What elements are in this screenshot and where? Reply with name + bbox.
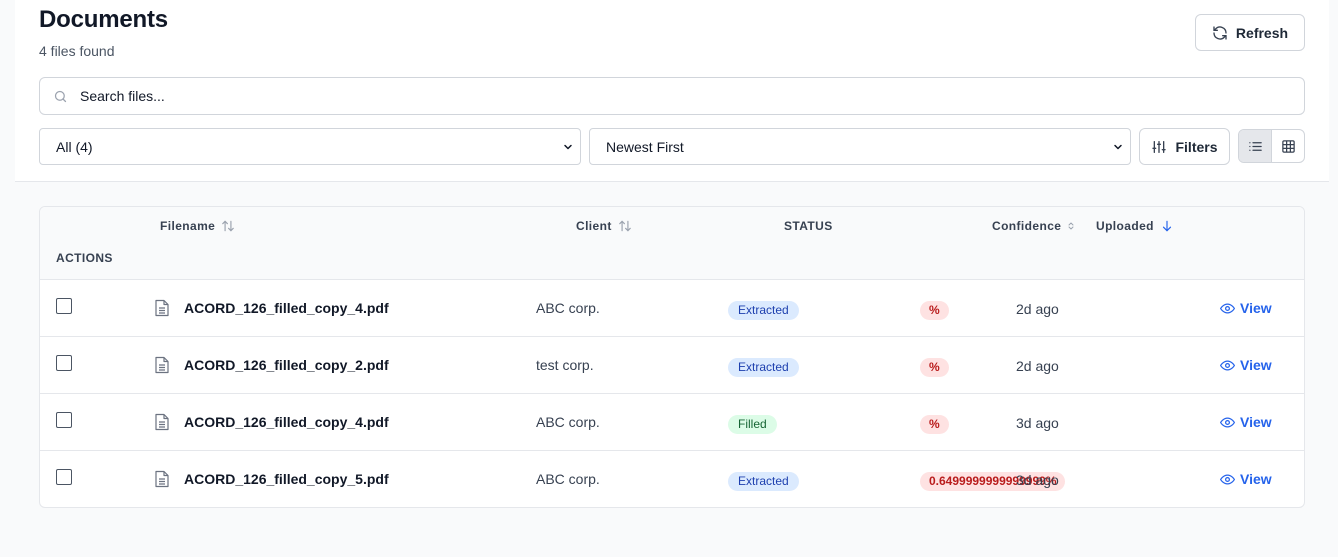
status-badge: Extracted: [728, 301, 799, 320]
column-header-status: STATUS: [784, 219, 833, 233]
refresh-button[interactable]: Refresh: [1195, 14, 1305, 51]
table-row: ACORD_126_filled_copy_2.pdf test corp. E…: [40, 337, 1304, 394]
column-header-client[interactable]: Client: [576, 219, 632, 233]
view-label: View: [1240, 300, 1272, 316]
column-label: Client: [576, 219, 612, 233]
search-bar: [39, 77, 1305, 115]
eye-icon: [1220, 417, 1235, 427]
confidence-badge: %: [920, 301, 949, 320]
view-link[interactable]: View: [1220, 357, 1272, 373]
filters-label: Filters: [1175, 138, 1218, 155]
table-row: ACORD_126_filled_copy_4.pdf ABC corp. Ex…: [40, 280, 1304, 337]
eye-icon: [1220, 303, 1235, 313]
sort-icon: [222, 220, 235, 232]
table-row: ACORD_126_filled_copy_4.pdf ABC corp. Fi…: [40, 394, 1304, 451]
sort-select[interactable]: Newest First: [589, 128, 1131, 165]
file-name[interactable]: ACORD_126_filled_copy_4.pdf: [184, 414, 389, 430]
documents-table: Filename Client STATUS Confidence Upload…: [39, 206, 1305, 508]
page-title: Documents: [39, 6, 168, 33]
search-icon: [54, 90, 67, 103]
column-header-uploaded[interactable]: Uploaded: [1096, 219, 1174, 233]
view-label: View: [1240, 414, 1272, 430]
column-label: Uploaded: [1096, 219, 1154, 233]
grid-icon: [1281, 139, 1295, 153]
view-label: View: [1240, 471, 1272, 487]
status-badge: Extracted: [728, 472, 799, 491]
column-label: Confidence: [992, 219, 1062, 233]
row-checkbox[interactable]: [56, 298, 72, 314]
sliders-icon: [1152, 140, 1167, 153]
column-label: Filename: [160, 219, 216, 233]
list-view-button[interactable]: [1239, 130, 1272, 162]
status-badge: Filled: [728, 415, 777, 434]
filters-button[interactable]: Filters: [1139, 128, 1230, 165]
client-name: ABC corp.: [536, 300, 600, 316]
table-header: Filename Client STATUS Confidence Upload…: [40, 207, 1304, 280]
row-checkbox[interactable]: [56, 412, 72, 428]
refresh-icon: [1213, 25, 1227, 40]
file-count: 4 files found: [39, 43, 115, 59]
file-icon: [155, 299, 169, 317]
sort-descending-icon: [1162, 220, 1171, 232]
column-label: STATUS: [784, 219, 833, 233]
column-header-actions: ACTIONS: [56, 251, 113, 265]
confidence-badge: %: [920, 415, 949, 434]
status-filter-select[interactable]: All (4): [39, 128, 581, 165]
file-icon: [155, 413, 169, 431]
confidence-badge: 0.6499999999999999%: [920, 472, 1066, 491]
file-name[interactable]: ACORD_126_filled_copy_5.pdf: [184, 471, 389, 487]
column-label: ACTIONS: [56, 251, 113, 265]
eye-icon: [1220, 474, 1235, 484]
view-link[interactable]: View: [1220, 414, 1272, 430]
client-name: ABC corp.: [536, 414, 600, 430]
client-name: ABC corp.: [536, 471, 600, 487]
grid-view-button[interactable]: [1272, 130, 1304, 162]
status-filter-value: All (4): [56, 138, 93, 155]
view-label: View: [1240, 357, 1272, 373]
uploaded-time: 3d ago: [1016, 472, 1059, 488]
eye-icon: [1220, 360, 1235, 370]
view-mode-toggle: [1238, 129, 1305, 163]
sort-icon: [1068, 222, 1074, 230]
row-checkbox[interactable]: [56, 469, 72, 485]
chevron-down-icon: [1114, 144, 1122, 150]
table-row: ACORD_126_filled_copy_5.pdf ABC corp. Ex…: [40, 451, 1304, 507]
search-input[interactable]: [40, 78, 1304, 114]
view-link[interactable]: View: [1220, 471, 1272, 487]
list-icon: [1248, 141, 1262, 151]
column-header-confidence[interactable]: Confidence: [992, 219, 1075, 233]
file-name[interactable]: ACORD_126_filled_copy_4.pdf: [184, 300, 389, 316]
sort-icon: [618, 220, 631, 232]
file-name[interactable]: ACORD_126_filled_copy_2.pdf: [184, 357, 389, 373]
confidence-badge: %: [920, 358, 949, 377]
column-header-filename[interactable]: Filename: [160, 219, 235, 233]
chevron-down-icon: [564, 144, 572, 150]
sort-value: Newest First: [606, 138, 684, 155]
uploaded-time: 3d ago: [1016, 415, 1059, 431]
row-checkbox[interactable]: [56, 355, 72, 371]
refresh-label: Refresh: [1235, 24, 1289, 41]
file-icon: [155, 356, 169, 374]
view-link[interactable]: View: [1220, 300, 1272, 316]
client-name: test corp.: [536, 357, 594, 373]
status-badge: Extracted: [728, 358, 799, 377]
page-header: Documents 4 files found Refresh All (4) …: [15, 0, 1329, 182]
uploaded-time: 2d ago: [1016, 358, 1059, 374]
file-icon: [155, 470, 169, 488]
uploaded-time: 2d ago: [1016, 301, 1059, 317]
